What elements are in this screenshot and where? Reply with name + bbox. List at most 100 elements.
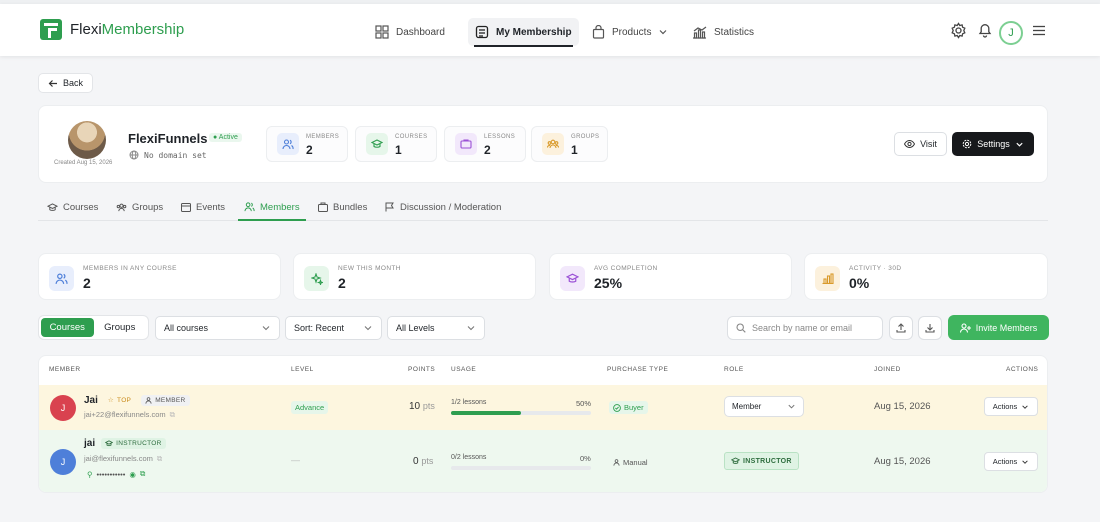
copy-icon[interactable]: ⧉: [156, 454, 163, 463]
user-plus-icon: [959, 322, 971, 333]
copy-icon[interactable]: ⧉: [169, 410, 175, 419]
bar-chart-icon: [815, 266, 840, 291]
tab-courses[interactable]: Courses: [47, 194, 98, 220]
nav-dashboard[interactable]: Dashboard: [368, 18, 452, 46]
visit-label: Visit: [920, 139, 937, 149]
stat-groups-label: GROUPS: [571, 134, 600, 140]
tab-groups[interactable]: Groups: [116, 194, 163, 220]
kpi-value: 2: [83, 275, 91, 291]
settings-gear-button[interactable]: [950, 22, 967, 39]
chevron-down-icon: [1022, 459, 1029, 464]
copy-icon[interactable]: ⧉: [139, 469, 146, 478]
status-badge: ● Active: [209, 133, 242, 142]
stat-lessons-label: LESSONS: [484, 134, 516, 140]
tab-events[interactable]: Events: [181, 194, 225, 220]
table-row[interactable]: J Jai ☆ TOP MEMBER jai+22@flexifunnels.c…: [39, 385, 1047, 430]
brand-logo[interactable]: FlexiMembership: [40, 19, 184, 40]
groups-icon: [116, 203, 127, 211]
bag-icon: [592, 25, 605, 39]
user-avatar[interactable]: J: [999, 21, 1023, 45]
visit-button[interactable]: Visit: [894, 132, 947, 156]
view-toggle: Courses Groups: [38, 315, 149, 340]
kpi-label: AVG COMPLETION: [594, 265, 658, 272]
eye-icon: [904, 140, 916, 148]
arrow-left-icon: [48, 79, 57, 87]
upload-button[interactable]: [889, 316, 913, 340]
kpi-value: 25%: [594, 275, 623, 291]
top-navbar: FlexiMembership Dashboard My Membership …: [0, 4, 1100, 56]
lesson-icon: [455, 133, 477, 155]
stat-groups-value: 1: [571, 143, 578, 157]
chevron-down-icon: [1022, 404, 1029, 409]
community-name: FlexiFunnels: [128, 131, 208, 146]
stat-courses-value: 1: [395, 143, 402, 157]
search-input[interactable]: Search by name or email: [727, 316, 883, 340]
membership-icon: [475, 25, 489, 39]
joined-date: Aug 15, 2026: [874, 456, 931, 467]
member-name: Jai: [84, 394, 98, 406]
tab-bundles[interactable]: Bundles: [318, 194, 367, 220]
member-email: jai+22@flexifunnels.com ⧉: [84, 410, 175, 419]
chevron-down-icon: [660, 30, 667, 35]
actions-button[interactable]: Actions: [984, 397, 1038, 416]
stat-members: MEMBERS 2: [266, 126, 348, 162]
actions-button[interactable]: Actions: [984, 452, 1038, 471]
graduation-cap-icon: [366, 133, 388, 155]
stat-lessons: LESSONS 2: [444, 126, 526, 162]
gear-icon: [951, 22, 966, 39]
kpi-new-this-month: NEW THIS MONTH 2: [293, 253, 536, 300]
column-header: ROLE: [724, 366, 744, 373]
chevron-down-icon: [364, 326, 372, 331]
usage-percent: 50%: [576, 399, 592, 408]
hamburger-menu-icon: [1033, 25, 1045, 36]
menu-button[interactable]: [1032, 25, 1046, 36]
logo-icon: [40, 19, 62, 40]
download-button[interactable]: [918, 316, 942, 340]
back-button[interactable]: Back: [38, 73, 94, 93]
stat-courses: COURSES 1: [355, 126, 437, 162]
kpi-avg-completion: AVG COMPLETION 25%: [549, 253, 792, 300]
graduation-cap-icon: [731, 457, 740, 464]
usage-label: 0/2 lessons: [451, 454, 487, 461]
notifications-button[interactable]: [978, 22, 992, 38]
kpi-value: 0%: [849, 275, 870, 291]
members-icon: [244, 202, 255, 212]
chevron-down-icon: [467, 326, 475, 331]
tab-members[interactable]: Members: [238, 194, 306, 221]
invite-members-button[interactable]: Invite Members: [948, 315, 1049, 340]
sort-select[interactable]: Sort: Recent: [285, 316, 382, 340]
role-select[interactable]: Member: [724, 396, 804, 417]
chevron-down-icon: [1016, 142, 1023, 147]
eye-icon[interactable]: ◉: [129, 469, 136, 479]
column-header: JOINED: [874, 366, 901, 373]
tab-discussion[interactable]: Discussion / Moderation: [385, 194, 501, 220]
toggle-courses[interactable]: Courses: [41, 318, 94, 337]
groups-icon: [542, 133, 564, 155]
table-row[interactable]: J jai INSTRUCTOR jai@flexifunnels.com ⧉ ⚲…: [39, 430, 1047, 492]
community-avatar: [68, 121, 106, 159]
chart-icon: [693, 26, 707, 39]
flag-icon: [385, 202, 394, 212]
usage-progress-bar: [451, 466, 591, 470]
brand-name: FlexiMembership: [70, 21, 185, 38]
member-email: jai@flexifunnels.com ⧉: [84, 454, 163, 463]
stat-members-value: 2: [306, 143, 313, 157]
nav-statistics[interactable]: Statistics: [685, 18, 761, 46]
nav-my-membership[interactable]: My Membership: [468, 18, 579, 47]
created-date: Created Aug 15, 2026: [54, 160, 113, 166]
dashboard-icon: [375, 25, 389, 39]
purchase-badge: Buyer: [609, 401, 648, 414]
nav-products[interactable]: Products: [585, 18, 675, 46]
user-icon: [145, 396, 152, 404]
level-filter-select[interactable]: All Levels: [387, 316, 485, 340]
key-icon: ⚲: [87, 469, 93, 479]
chevron-down-icon: [788, 404, 795, 409]
top-strip: [0, 0, 1100, 4]
settings-dropdown-button[interactable]: Settings: [952, 132, 1034, 156]
gear-icon: [962, 139, 972, 149]
course-filter-select[interactable]: All courses: [155, 316, 280, 340]
joined-date: Aug 15, 2026: [874, 401, 931, 412]
column-header: ACTIONS: [1006, 366, 1039, 373]
column-header: PURCHASE TYPE: [607, 366, 669, 373]
toggle-groups[interactable]: Groups: [104, 322, 136, 333]
